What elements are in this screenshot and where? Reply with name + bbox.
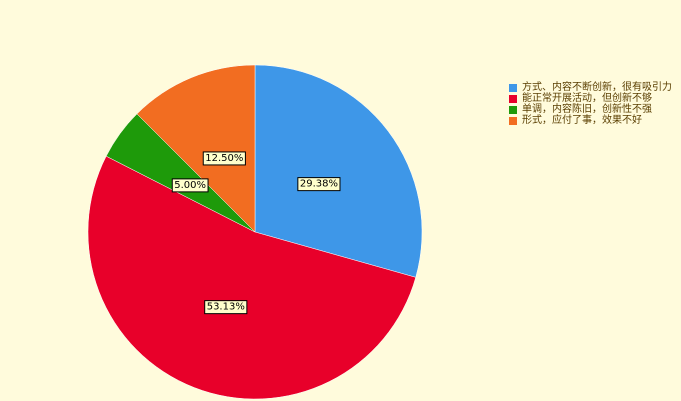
data-label-box (204, 300, 248, 315)
data-label-box (202, 151, 246, 166)
pie-slice (87, 155, 417, 400)
data-label: 53.13% (204, 300, 248, 315)
legend: 方式、内容不断创新，很有吸引力 能正常开展活动，但创新不够 单调，内容陈旧，创新性不… (508, 82, 680, 126)
legend-entry: 方式、内容不断创新，很有吸引力 (508, 82, 680, 93)
data-label: 12.50% (202, 151, 246, 166)
pie-slice (136, 64, 256, 233)
legend-entry: 单调，内容陈旧，创新性不强 (508, 104, 680, 115)
data-label-text: 53.13% (207, 302, 245, 313)
data-label-box (171, 178, 209, 193)
legend-label: 能正常开展活动，但创新不够 (522, 93, 652, 104)
data-label-text: 29.38% (300, 179, 338, 190)
legend-swatch (509, 95, 517, 103)
pie-slice (254, 64, 423, 278)
legend-label: 形式，应付了事，效果不好 (522, 115, 642, 126)
legend-label: 单调，内容陈旧，创新性不强 (522, 104, 652, 115)
legend-swatch (509, 117, 517, 125)
legend-swatch (509, 106, 517, 114)
data-label-text: 12.50% (205, 153, 243, 164)
data-label: 5.00% (171, 178, 209, 193)
data-label-text: 5.00% (174, 180, 206, 191)
legend-swatch (509, 84, 517, 92)
data-label: 29.38% (297, 177, 341, 192)
data-label-box (297, 177, 341, 192)
legend-entry: 形式，应付了事，效果不好 (508, 115, 680, 126)
legend-entry: 能正常开展活动，但创新不够 (508, 93, 680, 104)
legend-label: 方式、内容不断创新，很有吸引力 (522, 82, 672, 93)
